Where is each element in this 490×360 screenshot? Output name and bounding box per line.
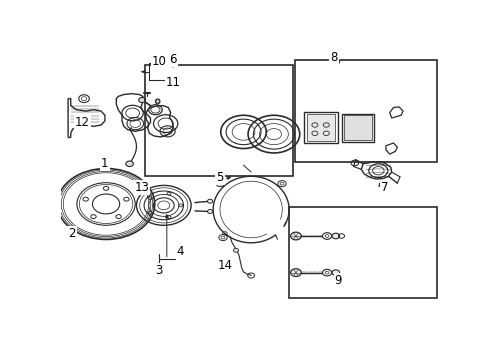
- Circle shape: [291, 232, 301, 240]
- Text: 10: 10: [152, 55, 167, 68]
- Text: 5: 5: [216, 171, 223, 184]
- Bar: [342, 114, 374, 141]
- Circle shape: [126, 161, 133, 167]
- Text: 2: 2: [68, 226, 75, 240]
- Bar: [304, 112, 338, 143]
- Bar: [295, 60, 437, 162]
- Circle shape: [42, 223, 50, 229]
- Bar: [344, 115, 372, 140]
- Circle shape: [207, 210, 213, 213]
- Text: 3: 3: [155, 264, 163, 277]
- Bar: [307, 114, 336, 141]
- Text: 14: 14: [218, 259, 233, 272]
- Text: 12: 12: [74, 116, 90, 129]
- Text: 6: 6: [169, 53, 177, 66]
- Text: 4: 4: [176, 244, 183, 258]
- Circle shape: [139, 98, 146, 103]
- Circle shape: [207, 199, 213, 203]
- Circle shape: [291, 269, 301, 276]
- Text: 1: 1: [101, 157, 109, 170]
- Text: 8: 8: [330, 50, 338, 64]
- Bar: [289, 207, 437, 298]
- Text: 9: 9: [335, 274, 342, 287]
- Text: 11: 11: [166, 76, 181, 89]
- Text: 13: 13: [134, 181, 149, 194]
- Circle shape: [233, 248, 239, 252]
- Circle shape: [332, 270, 340, 275]
- Bar: [145, 66, 293, 176]
- Circle shape: [332, 233, 340, 239]
- Text: 7: 7: [381, 181, 389, 194]
